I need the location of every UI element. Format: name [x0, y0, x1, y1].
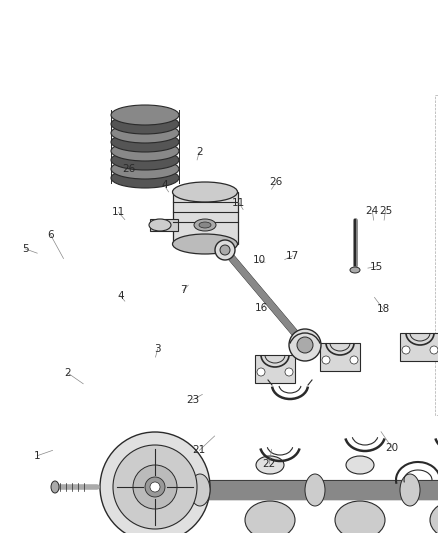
- Text: 17: 17: [286, 251, 299, 261]
- Text: 5: 5: [22, 244, 29, 254]
- Ellipse shape: [335, 501, 385, 533]
- Circle shape: [100, 432, 210, 533]
- Ellipse shape: [256, 456, 284, 474]
- Text: 4: 4: [161, 181, 168, 190]
- Circle shape: [145, 477, 165, 497]
- Text: 4: 4: [117, 291, 124, 301]
- Text: 7: 7: [180, 286, 187, 295]
- Ellipse shape: [173, 234, 237, 254]
- Bar: [400, 333, 438, 361]
- Circle shape: [215, 240, 235, 260]
- Text: 2: 2: [196, 147, 203, 157]
- Circle shape: [289, 329, 321, 361]
- Ellipse shape: [199, 222, 211, 228]
- Circle shape: [430, 346, 438, 354]
- Circle shape: [402, 346, 410, 354]
- Circle shape: [257, 368, 265, 376]
- Text: 26: 26: [123, 165, 136, 174]
- Ellipse shape: [430, 501, 438, 533]
- Ellipse shape: [190, 474, 210, 506]
- Ellipse shape: [51, 481, 59, 493]
- Text: 21: 21: [193, 446, 206, 455]
- Bar: [173, 192, 238, 244]
- Ellipse shape: [194, 219, 216, 231]
- Ellipse shape: [350, 267, 360, 273]
- Text: 15: 15: [370, 262, 383, 271]
- Text: 16: 16: [255, 303, 268, 313]
- Text: 23: 23: [186, 395, 199, 405]
- Text: 22: 22: [263, 459, 276, 469]
- Circle shape: [150, 482, 160, 492]
- Text: 26: 26: [269, 177, 283, 187]
- Circle shape: [350, 356, 358, 364]
- Ellipse shape: [245, 501, 295, 533]
- Text: 1: 1: [34, 451, 41, 461]
- Circle shape: [133, 465, 177, 509]
- Text: 11: 11: [232, 198, 245, 207]
- Ellipse shape: [111, 123, 179, 143]
- Text: 2: 2: [64, 368, 71, 378]
- Text: 18: 18: [377, 304, 390, 314]
- Ellipse shape: [400, 474, 420, 506]
- Bar: [255, 355, 295, 383]
- Text: 25: 25: [379, 206, 392, 215]
- Text: 3: 3: [154, 344, 161, 354]
- Ellipse shape: [346, 456, 374, 474]
- Ellipse shape: [305, 474, 325, 506]
- Ellipse shape: [111, 168, 179, 188]
- Ellipse shape: [111, 105, 179, 125]
- Ellipse shape: [149, 219, 171, 231]
- Bar: [150, 219, 178, 231]
- Text: 6: 6: [47, 230, 54, 239]
- Circle shape: [297, 337, 313, 353]
- Circle shape: [322, 356, 330, 364]
- Text: 20: 20: [385, 443, 399, 453]
- Ellipse shape: [111, 141, 179, 161]
- Ellipse shape: [111, 132, 179, 152]
- Text: 10: 10: [253, 255, 266, 265]
- Text: 11: 11: [112, 207, 125, 217]
- Circle shape: [220, 245, 230, 255]
- Ellipse shape: [111, 150, 179, 170]
- Circle shape: [285, 368, 293, 376]
- Bar: [320, 343, 360, 371]
- Text: 24: 24: [366, 206, 379, 215]
- Ellipse shape: [111, 159, 179, 179]
- Circle shape: [113, 445, 197, 529]
- Ellipse shape: [173, 182, 237, 202]
- Ellipse shape: [111, 114, 179, 134]
